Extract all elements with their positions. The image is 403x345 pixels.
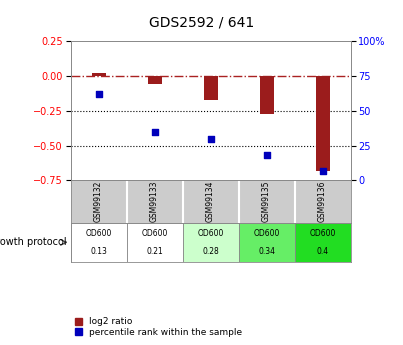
Text: OD600: OD600 xyxy=(197,229,224,238)
Text: 0.28: 0.28 xyxy=(202,247,219,256)
Text: GDS2592 / 641: GDS2592 / 641 xyxy=(149,15,254,29)
Point xyxy=(320,168,326,174)
Text: GSM99132: GSM99132 xyxy=(94,181,103,222)
Bar xyxy=(204,76,218,100)
Bar xyxy=(316,76,330,171)
Bar xyxy=(127,223,183,262)
Text: GSM99135: GSM99135 xyxy=(262,181,271,222)
Text: growth protocol: growth protocol xyxy=(0,237,66,247)
Legend: log2 ratio, percentile rank within the sample: log2 ratio, percentile rank within the s… xyxy=(75,317,243,337)
Bar xyxy=(295,223,351,262)
Text: 0.34: 0.34 xyxy=(258,247,275,256)
Point xyxy=(264,152,270,158)
Point xyxy=(95,91,102,97)
Bar xyxy=(260,76,274,114)
Text: OD600: OD600 xyxy=(85,229,112,238)
Point xyxy=(152,129,158,135)
Text: OD600: OD600 xyxy=(253,229,280,238)
Text: GSM99133: GSM99133 xyxy=(150,181,159,222)
Text: OD600: OD600 xyxy=(141,229,168,238)
Text: 0.4: 0.4 xyxy=(316,247,329,256)
Text: 0.13: 0.13 xyxy=(90,247,107,256)
Bar xyxy=(239,223,295,262)
Bar xyxy=(71,223,127,262)
Text: GSM99136: GSM99136 xyxy=(318,181,327,222)
Bar xyxy=(147,76,162,85)
Bar xyxy=(183,223,239,262)
Text: 0.21: 0.21 xyxy=(146,247,163,256)
Bar xyxy=(91,73,106,76)
Point xyxy=(208,136,214,141)
Text: GSM99134: GSM99134 xyxy=(206,181,215,222)
Text: OD600: OD600 xyxy=(310,229,336,238)
